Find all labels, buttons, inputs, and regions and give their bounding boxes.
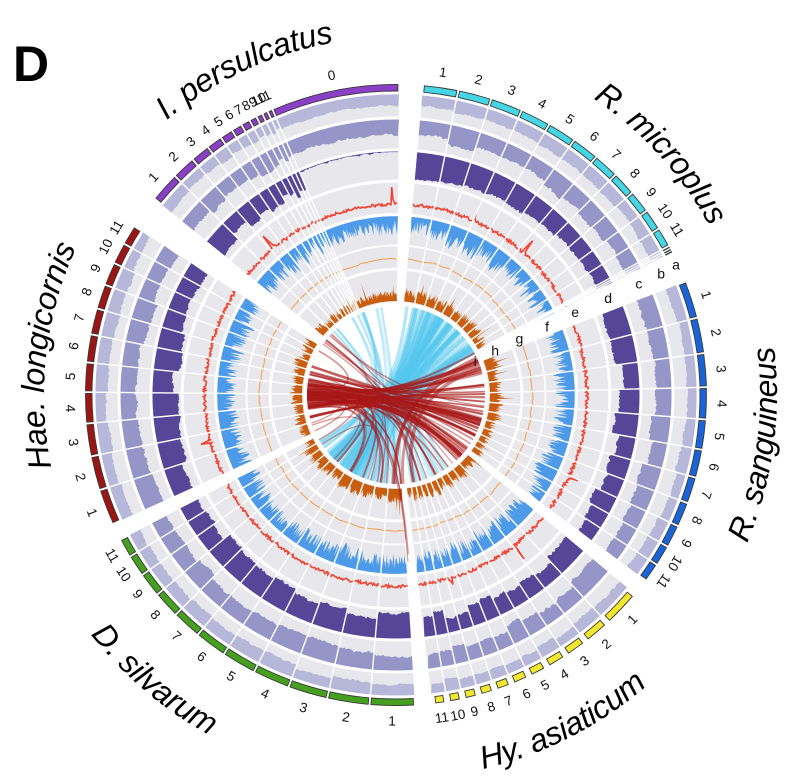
svg-text:11: 11 — [102, 546, 122, 566]
svg-text:6: 6 — [706, 462, 722, 473]
svg-text:2: 2 — [341, 709, 351, 725]
svg-text:d: d — [604, 290, 612, 306]
svg-text:b: b — [657, 266, 665, 282]
svg-text:10: 10 — [665, 553, 686, 574]
svg-text:10: 10 — [96, 236, 116, 256]
svg-text:1: 1 — [388, 713, 396, 728]
svg-text:10: 10 — [113, 564, 134, 585]
svg-text:2: 2 — [473, 71, 484, 87]
svg-text:6: 6 — [66, 341, 82, 351]
svg-text:10: 10 — [449, 706, 467, 724]
svg-text:a: a — [672, 256, 680, 272]
svg-text:5: 5 — [63, 372, 78, 380]
svg-text:2: 2 — [708, 327, 724, 337]
svg-text:2: 2 — [72, 472, 88, 483]
svg-text:i: i — [474, 353, 477, 369]
svg-text:f: f — [545, 319, 549, 335]
svg-text:4: 4 — [63, 404, 78, 413]
svg-text:8: 8 — [486, 699, 498, 716]
svg-text:10: 10 — [655, 201, 676, 222]
svg-text:D: D — [13, 36, 49, 92]
svg-text:3: 3 — [65, 437, 81, 447]
svg-text:5: 5 — [711, 432, 727, 441]
svg-text:1: 1 — [698, 289, 715, 301]
svg-text:h: h — [491, 343, 499, 359]
svg-text:1: 1 — [438, 64, 448, 80]
svg-text:0: 0 — [326, 67, 336, 83]
svg-text:4: 4 — [714, 400, 729, 408]
svg-text:11: 11 — [106, 218, 126, 238]
svg-text:e: e — [571, 304, 579, 320]
svg-text:7: 7 — [71, 312, 87, 323]
svg-text:10: 10 — [249, 89, 269, 109]
svg-text:c: c — [635, 275, 642, 291]
svg-text:g: g — [516, 331, 524, 347]
svg-text:11: 11 — [667, 220, 687, 240]
svg-text:11: 11 — [255, 87, 274, 106]
svg-text:3: 3 — [713, 365, 729, 374]
svg-text:8: 8 — [78, 286, 95, 298]
svg-text:9: 9 — [469, 703, 480, 719]
svg-text:3: 3 — [298, 699, 309, 716]
svg-text:7: 7 — [698, 489, 715, 501]
svg-text:11: 11 — [434, 709, 450, 726]
